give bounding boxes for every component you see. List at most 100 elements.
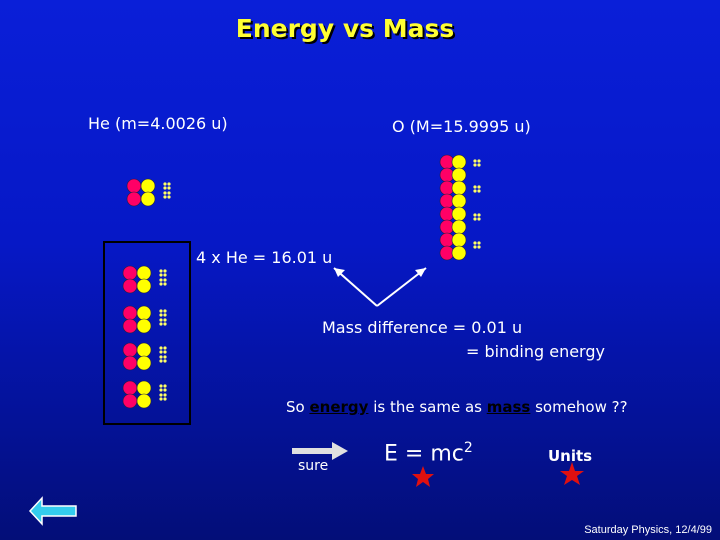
electron-dot (159, 282, 163, 286)
conclusion-prefix: So (286, 398, 310, 416)
electron-dot (159, 322, 163, 326)
electron-dot (477, 159, 481, 163)
neutron (136, 393, 152, 409)
arrow-head-left (334, 268, 345, 277)
arrow-line-right (376, 267, 427, 307)
energy-word: energy (309, 398, 369, 416)
binding-energy-text: = binding energy (466, 342, 605, 361)
neutron (451, 167, 467, 183)
proton (122, 265, 138, 281)
proton (126, 178, 142, 194)
electron-dot (163, 182, 167, 186)
electron-dot (473, 213, 477, 217)
electron-dot (167, 186, 171, 190)
electron-dot (473, 159, 477, 163)
equation-exponent: 2 (463, 440, 473, 456)
conclusion-suffix: somehow ?? (530, 398, 628, 416)
star-icon (560, 462, 584, 485)
electron-dot (159, 278, 163, 282)
neutron (451, 193, 467, 209)
electron-dot (167, 182, 171, 186)
electron-dot (163, 384, 167, 388)
mass-difference-text: Mass difference = 0.01 u (322, 318, 523, 337)
electron-dot (473, 217, 477, 221)
neutron (136, 342, 152, 358)
neutron (451, 180, 467, 196)
electron-dot (159, 273, 163, 277)
four-helium-box (103, 241, 191, 425)
left-arrow-icon (28, 496, 77, 526)
electron-dot (167, 195, 171, 199)
electron-dot (163, 388, 167, 392)
neutron (136, 265, 152, 281)
electron-dot (163, 313, 167, 317)
neutron (136, 318, 152, 334)
electron-dot (477, 189, 481, 193)
proton (122, 355, 138, 371)
electron-dot (163, 309, 167, 313)
footer-credit: Saturday Physics, 12/4/99 (584, 524, 712, 536)
neutron (451, 232, 467, 248)
four-helium-label: 4 x He = 16.01 u (196, 248, 333, 267)
electron-dot (163, 195, 167, 199)
electron-dot (163, 273, 167, 277)
electron-dot (163, 269, 167, 273)
mass-word: mass (486, 398, 531, 416)
star-icon (412, 466, 434, 487)
conclusion-text: So energy is the same as mass somehow ?? (286, 398, 628, 416)
electron-dot (477, 245, 481, 249)
electron-dot (473, 189, 477, 193)
electron-dot (159, 355, 163, 359)
proton (122, 305, 138, 321)
neutron (451, 245, 467, 261)
electron-dot (477, 185, 481, 189)
slide-title: Energy vs Mass (235, 14, 455, 43)
units-label: Units (548, 447, 593, 465)
electron-dot (473, 241, 477, 245)
oxygen-label: O (M=15.9995 u) (392, 117, 531, 136)
electron-dot (167, 191, 171, 195)
electron-dot (159, 388, 163, 392)
electron-dot (163, 393, 167, 397)
sure-arrow-head (332, 442, 348, 460)
equation-main: E = mc (384, 441, 464, 467)
electron-dot (477, 213, 481, 217)
electron-dot (477, 217, 481, 221)
neutron (140, 178, 156, 194)
neutron (451, 206, 467, 222)
electron-dot (159, 384, 163, 388)
electron-dot (159, 269, 163, 273)
back-button[interactable] (28, 494, 80, 528)
conclusion-middle: is the same as (368, 398, 487, 416)
electron-dot (163, 346, 167, 350)
electron-dot (163, 359, 167, 363)
arrow-line-left (333, 267, 378, 307)
electron-dot (159, 350, 163, 354)
electron-dot (163, 322, 167, 326)
neutron (136, 355, 152, 371)
electron-dot (159, 318, 163, 322)
electron-dot (159, 393, 163, 397)
proton (122, 318, 138, 334)
proton (126, 191, 142, 207)
arrow-head-right (415, 268, 426, 277)
neutron (136, 278, 152, 294)
electron-dot (159, 346, 163, 350)
electron-dot (477, 163, 481, 167)
neutron (140, 191, 156, 207)
neutron (136, 380, 152, 396)
helium-label: He (m=4.0026 u) (88, 114, 228, 133)
proton (122, 393, 138, 409)
electron-dot (473, 245, 477, 249)
electron-dot (163, 350, 167, 354)
electron-dot (473, 185, 477, 189)
proton (122, 380, 138, 396)
electron-dot (163, 318, 167, 322)
proton (122, 342, 138, 358)
electron-dot (159, 313, 163, 317)
electron-dot (163, 282, 167, 286)
electron-dot (159, 309, 163, 313)
neutron (136, 305, 152, 321)
electron-dot (473, 163, 477, 167)
electron-dot (477, 241, 481, 245)
